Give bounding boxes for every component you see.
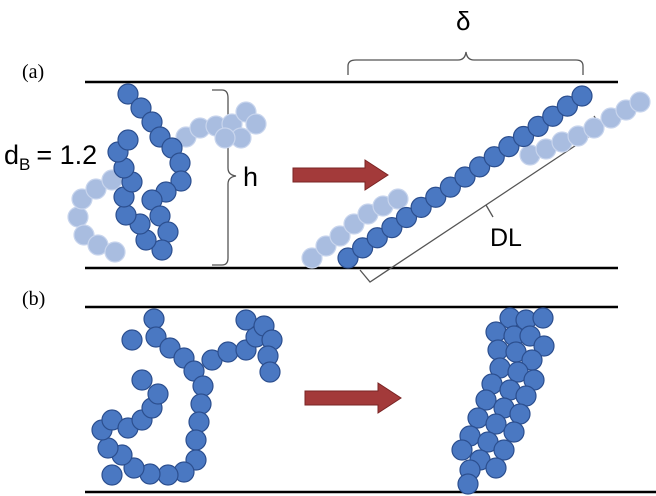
db-value: = 1.2 xyxy=(36,140,97,170)
bead xyxy=(572,86,592,106)
db-symbol: d xyxy=(4,140,19,170)
bead xyxy=(132,370,152,390)
bead-ghost xyxy=(105,242,125,262)
h-label: h xyxy=(243,162,258,192)
bead xyxy=(144,309,164,329)
bead xyxy=(236,310,256,330)
bead xyxy=(504,422,524,442)
bead xyxy=(488,340,508,360)
bead xyxy=(118,130,138,150)
bead xyxy=(486,414,506,434)
bead xyxy=(98,438,118,458)
bead xyxy=(486,458,506,478)
bead xyxy=(533,308,553,328)
dl-label: DL xyxy=(490,224,522,252)
bead xyxy=(122,330,142,350)
panel-label: (a) xyxy=(22,61,44,83)
bead xyxy=(186,430,206,450)
db-subscript: B xyxy=(19,155,30,174)
bead xyxy=(218,342,238,362)
bead-ghost xyxy=(215,128,235,148)
bead xyxy=(486,322,506,342)
bead xyxy=(193,376,213,396)
bead xyxy=(260,362,280,382)
bead xyxy=(158,465,178,485)
bead xyxy=(452,440,472,460)
bead xyxy=(458,474,478,494)
figure: (a) (b) δ dB = 1.2 h DL xyxy=(0,0,656,496)
bead xyxy=(189,412,209,432)
db-label: dB = 1.2 xyxy=(4,140,97,174)
bead xyxy=(510,404,530,424)
bead xyxy=(468,408,488,428)
bead-ghost xyxy=(246,114,266,134)
bead-ghost xyxy=(388,189,408,209)
delta-label: δ xyxy=(456,6,470,36)
bead xyxy=(476,390,496,410)
panel-label: (b) xyxy=(22,288,45,310)
bead xyxy=(494,440,514,460)
bead-ghost xyxy=(68,207,88,227)
bead xyxy=(158,222,178,242)
bead xyxy=(148,384,168,404)
bead-ghost xyxy=(630,92,650,112)
bead xyxy=(191,394,211,414)
bead xyxy=(170,153,190,173)
bead xyxy=(102,465,122,485)
bead xyxy=(116,205,136,225)
bead xyxy=(516,386,536,406)
